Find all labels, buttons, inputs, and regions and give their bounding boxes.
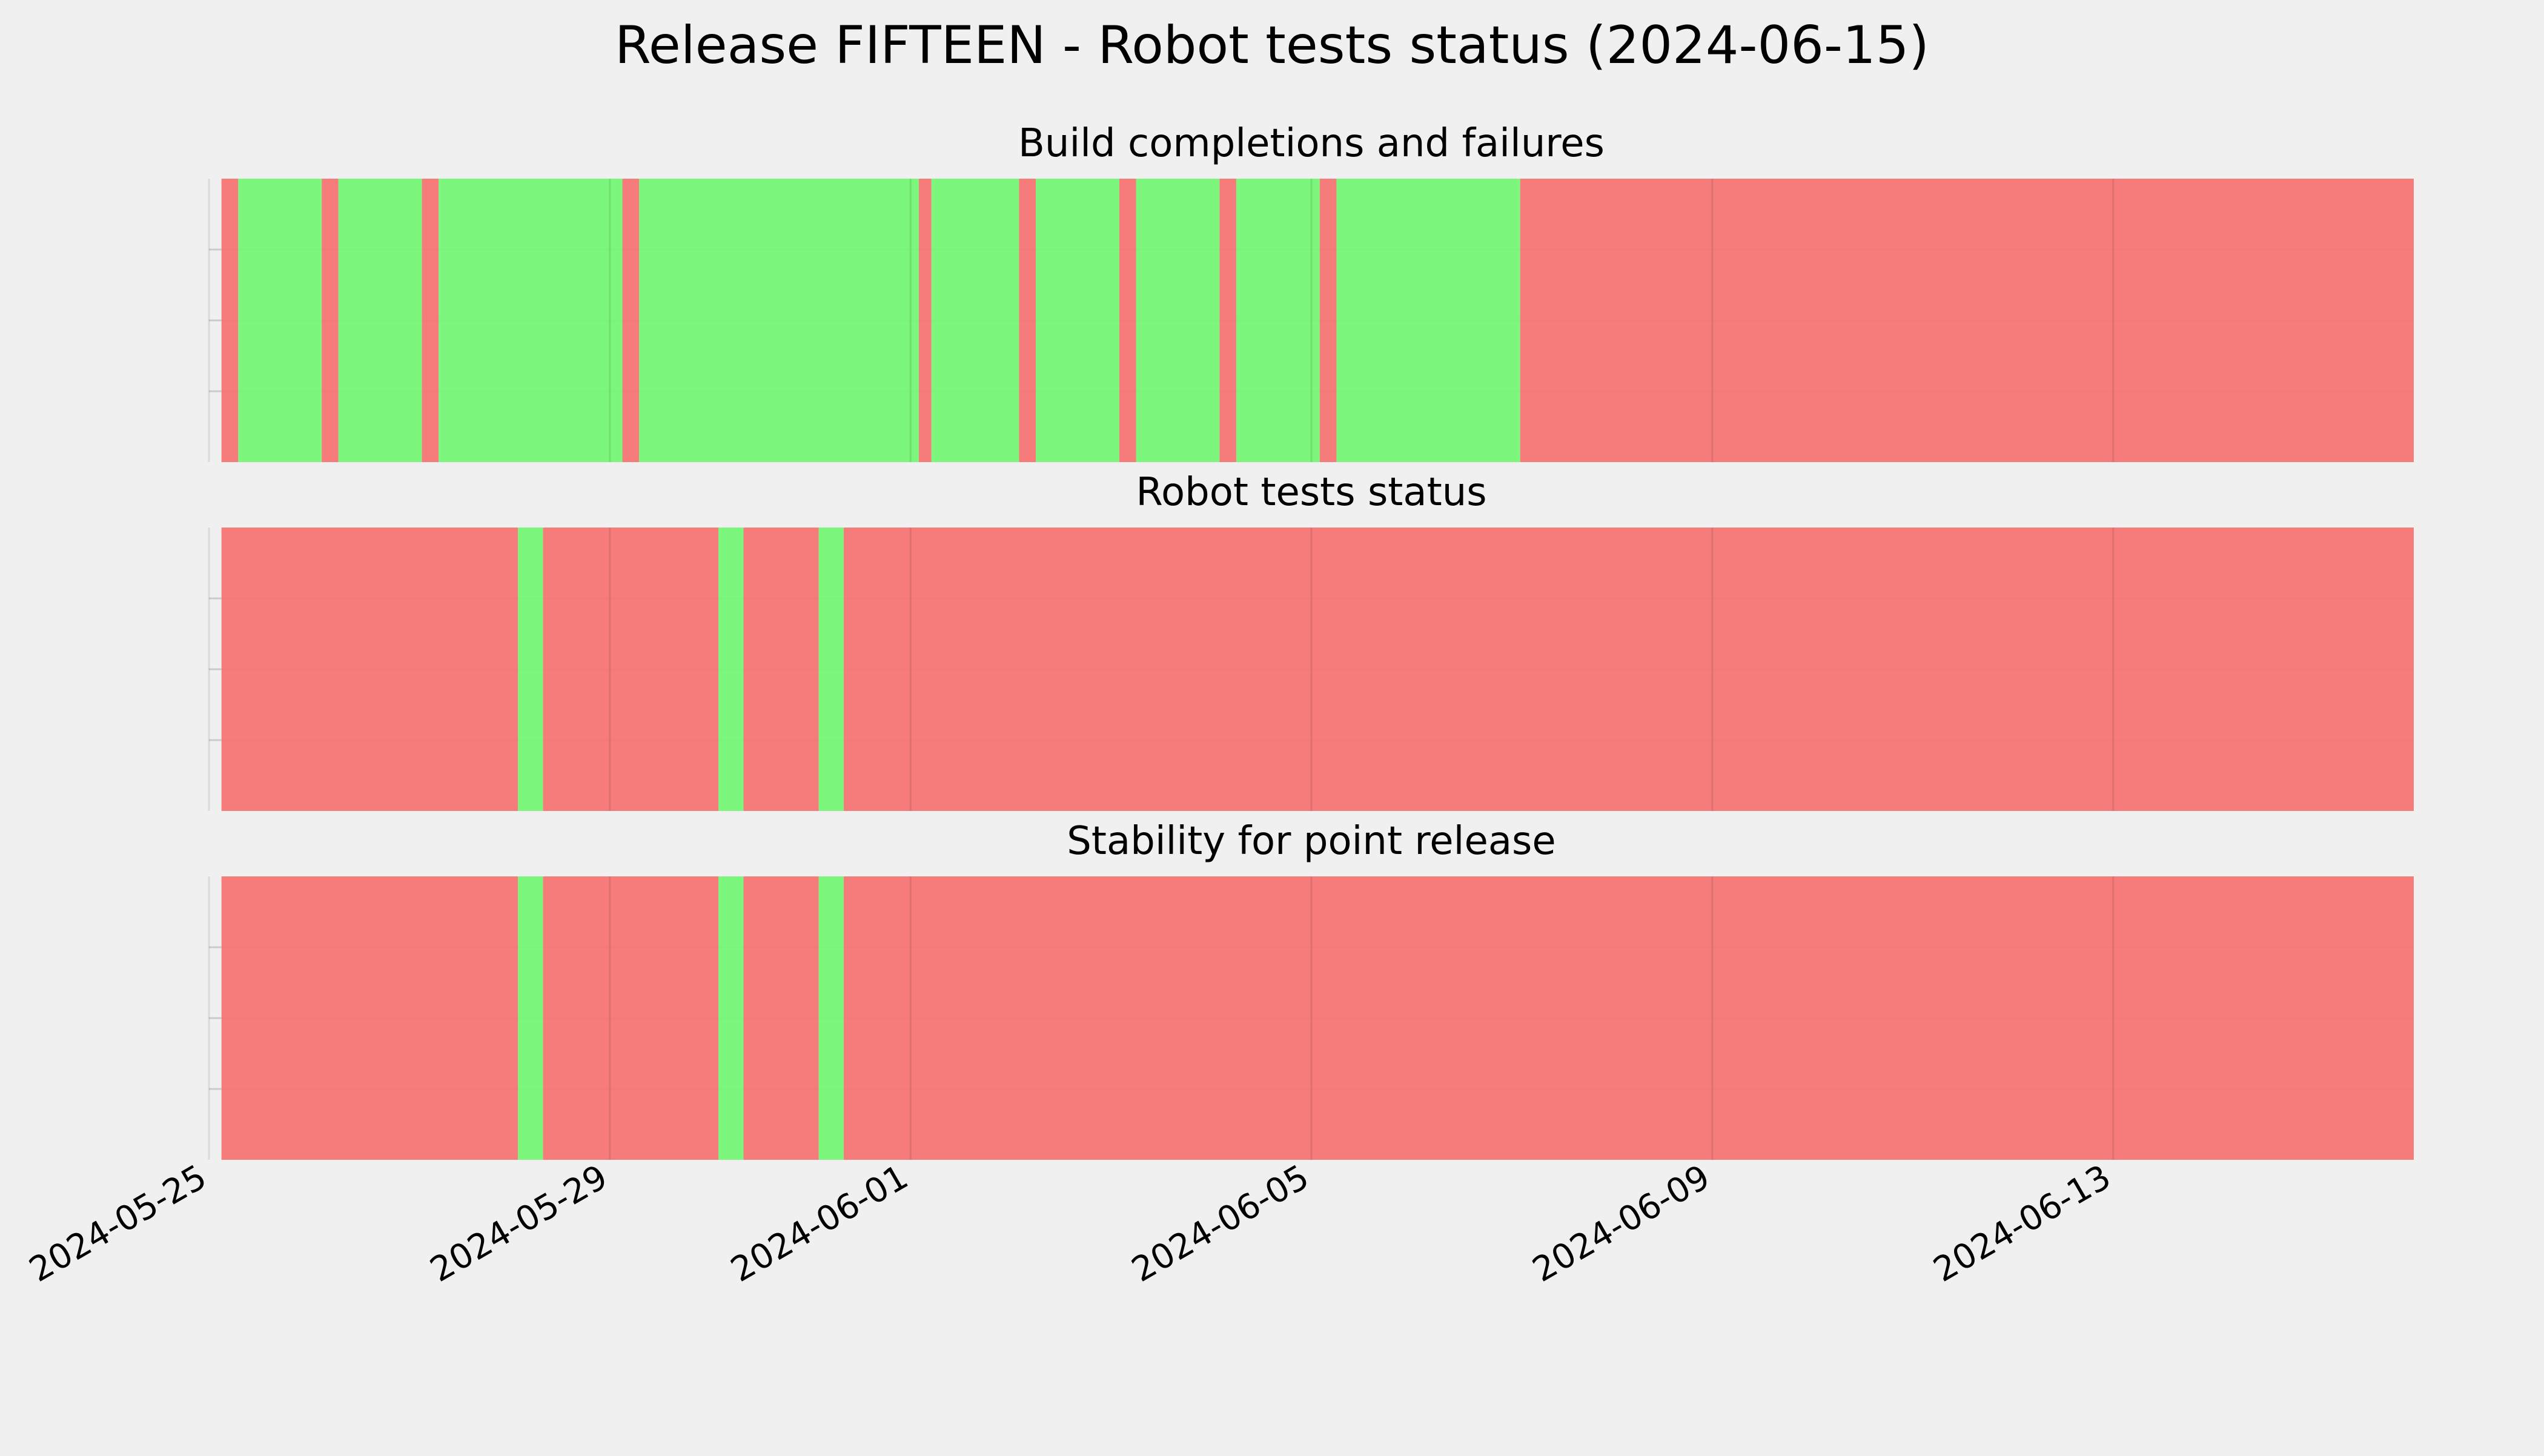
segment-ok (818, 876, 844, 1160)
segment-fail (322, 179, 339, 462)
x-tick-label: 2024-05-29 (423, 1157, 614, 1290)
segment-fail (843, 876, 2414, 1160)
segment-fail (1520, 179, 2414, 462)
chart-title: Release FIFTEEN - Robot tests status (20… (615, 15, 1929, 76)
segment-ok (718, 528, 744, 811)
segment-fail (221, 528, 518, 811)
segment-fail (1119, 179, 1136, 462)
segment-ok (518, 876, 543, 1160)
segment-fail (1319, 179, 1337, 462)
panel-1: Build completions and failures (208, 121, 2414, 462)
x-tick-label: 2024-06-05 (1125, 1157, 1316, 1290)
panel-2: Robot tests status (208, 470, 2414, 811)
x-tick-label: 2024-06-09 (1526, 1157, 1717, 1290)
segment-fail (843, 528, 2414, 811)
segment-fail (543, 876, 719, 1160)
segment-ok (518, 528, 543, 811)
segment-ok (718, 876, 744, 1160)
segment-ok (639, 179, 919, 462)
segment-fail (543, 528, 719, 811)
segment-ok (1236, 179, 1320, 462)
panel-title: Robot tests status (1136, 470, 1486, 515)
segment-fail (1219, 179, 1236, 462)
segment-ok (818, 528, 844, 811)
x-tick-label: 2024-06-01 (724, 1157, 915, 1290)
panel-title: Build completions and failures (1018, 121, 1605, 166)
panel-3: Stability for point release (208, 819, 2414, 1160)
segment-ok (931, 179, 1019, 462)
segment-ok (1036, 179, 1119, 462)
panel-title: Stability for point release (1067, 819, 1556, 864)
segment-fail (221, 876, 518, 1160)
segment-fail (221, 179, 239, 462)
segment-ok (1336, 179, 1520, 462)
segment-fail (743, 876, 819, 1160)
x-tick-label: 2024-06-13 (1927, 1157, 2117, 1290)
segment-fail (919, 179, 932, 462)
segment-ok (338, 179, 422, 462)
segment-fail (622, 179, 640, 462)
segment-ok (238, 179, 322, 462)
segment-fail (743, 528, 819, 811)
x-axis: 2024-05-25 2024-05-29 2024-06-01 2024-06-05… (23, 1157, 2118, 1290)
x-tick-label: 2024-05-25 (23, 1157, 213, 1290)
panels: Build completions and failures Robot test… (208, 121, 2414, 1160)
segment-fail (1019, 179, 1036, 462)
segment-ok (439, 179, 623, 462)
segment-fail (422, 179, 439, 462)
segment-ok (1136, 179, 1220, 462)
